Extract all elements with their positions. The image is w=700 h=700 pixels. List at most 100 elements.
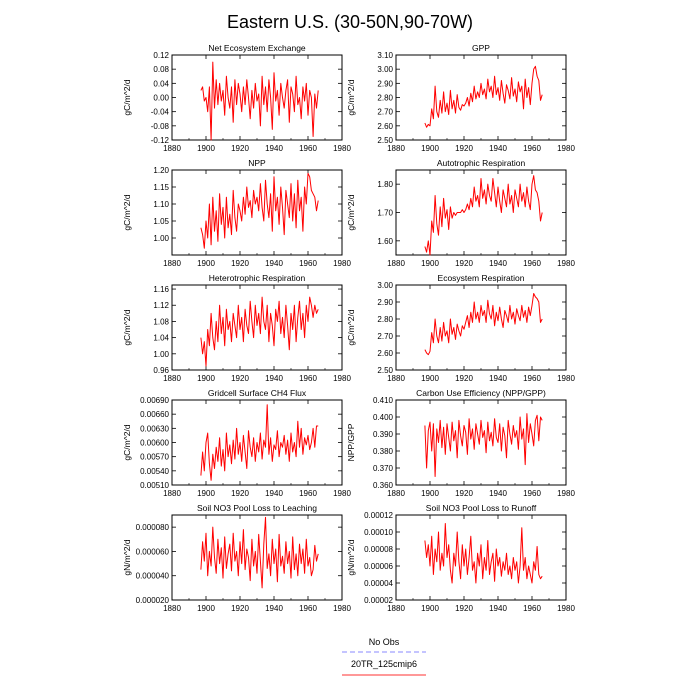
y-tick-label: 1.70 <box>377 209 393 218</box>
x-tick-label: 1900 <box>197 489 215 498</box>
x-tick-label: 1920 <box>455 144 473 153</box>
y-axis-label: gC/m^2/d <box>122 79 132 115</box>
y-tick-label: 0.00690 <box>140 396 169 405</box>
y-tick-label: 0.08 <box>153 65 169 74</box>
x-tick-label: 1980 <box>557 374 575 383</box>
y-tick-label: 2.50 <box>377 136 393 145</box>
y-tick-label: 0.12 <box>153 51 169 60</box>
x-tick-label: 1980 <box>333 374 351 383</box>
y-tick-label: -0.12 <box>151 136 170 145</box>
legend-entry-label: No Obs <box>369 637 400 647</box>
x-tick-label: 1880 <box>163 604 181 613</box>
y-tick-label: 3.10 <box>377 51 393 60</box>
y-tick-label: 0.00004 <box>364 579 393 588</box>
y-tick-label: 2.70 <box>377 108 393 117</box>
series-line <box>200 296 319 367</box>
x-tick-label: 1980 <box>333 489 351 498</box>
x-tick-label: 1900 <box>421 604 439 613</box>
legend-entry-label: 20TR_125cmip6 <box>351 659 417 669</box>
panels: Net Ecosystem Exchange 1880 1900 1920 1940 19… <box>122 43 575 613</box>
panel-title: Gridcell Surface CH4 Flux <box>208 388 307 398</box>
y-tick-label: 2.70 <box>377 332 393 341</box>
x-tick-label: 1960 <box>299 374 317 383</box>
y-tick-label: 0.000020 <box>136 596 170 605</box>
y-axis-label: gC/m^2/d <box>346 79 356 115</box>
y-tick-label: 0.390 <box>373 430 394 439</box>
series-line <box>424 175 543 256</box>
x-tick-label: 1940 <box>489 144 507 153</box>
x-tick-label: 1940 <box>489 374 507 383</box>
x-tick-label: 1880 <box>163 259 181 268</box>
x-tick-label: 1940 <box>489 489 507 498</box>
y-tick-label: 0.00540 <box>140 467 169 476</box>
y-tick-label: 0.00660 <box>140 410 169 419</box>
x-tick-label: 1880 <box>387 604 405 613</box>
y-tick-label: 1.00 <box>153 350 169 359</box>
y-tick-label: 1.04 <box>153 334 169 343</box>
y-tick-label: 0.000080 <box>136 523 170 532</box>
x-tick-label: 1920 <box>231 604 249 613</box>
y-tick-label: -0.04 <box>151 108 170 117</box>
legend: No Obs 20TR_125cmip6 <box>342 637 426 676</box>
y-tick-label: 1.20 <box>153 166 169 175</box>
x-tick-label: 1900 <box>197 144 215 153</box>
panel-title: Autotrophic Respiration <box>437 158 526 168</box>
panel-title: NPP <box>248 158 266 168</box>
x-tick-label: 1960 <box>299 489 317 498</box>
series-line <box>424 65 543 128</box>
y-tick-label: 2.80 <box>377 94 393 103</box>
y-tick-label: 0.400 <box>373 413 394 422</box>
chart-panel: Ecosystem Respiration 1880 1900 1920 1940 196… <box>346 273 575 383</box>
x-tick-label: 1880 <box>387 374 405 383</box>
y-tick-label: 0.00 <box>153 94 169 103</box>
chart-panel: Gridcell Surface CH4 Flux 1880 1900 1920 194… <box>122 388 351 498</box>
x-tick-label: 1980 <box>557 259 575 268</box>
y-tick-label: 1.16 <box>153 285 169 294</box>
y-tick-label: 0.00010 <box>364 528 393 537</box>
y-tick-label: 0.00630 <box>140 424 169 433</box>
x-tick-label: 1920 <box>455 374 473 383</box>
y-tick-label: 2.90 <box>377 79 393 88</box>
x-tick-label: 1920 <box>231 144 249 153</box>
x-tick-label: 1960 <box>523 144 541 153</box>
x-tick-label: 1960 <box>299 604 317 613</box>
series-line <box>424 523 543 584</box>
series-line <box>424 413 543 477</box>
y-tick-label: 0.00008 <box>364 545 393 554</box>
y-tick-label: 2.50 <box>377 366 393 375</box>
series-line <box>424 293 543 356</box>
y-tick-label: 1.12 <box>153 301 169 310</box>
chart-panel: NPP 1880 1900 1920 1940 1960 1980 1.00 1.05 1.10 1… <box>122 158 351 268</box>
x-tick-label: 1940 <box>489 604 507 613</box>
y-tick-label: 0.00570 <box>140 453 169 462</box>
y-tick-label: 0.04 <box>153 79 169 88</box>
plot-frame <box>395 399 567 486</box>
x-tick-label: 1900 <box>421 144 439 153</box>
x-tick-label: 1940 <box>265 489 283 498</box>
y-tick-label: 3.00 <box>377 281 393 290</box>
y-tick-label: 1.10 <box>153 200 169 209</box>
series-line <box>200 61 319 141</box>
x-tick-label: 1920 <box>231 259 249 268</box>
y-axis-label: gC/m^2/d <box>122 194 132 230</box>
y-tick-label: 0.00002 <box>364 596 393 605</box>
x-tick-label: 1980 <box>333 604 351 613</box>
y-tick-label: -0.08 <box>151 122 170 131</box>
x-tick-label: 1940 <box>265 259 283 268</box>
x-tick-label: 1980 <box>333 144 351 153</box>
x-tick-label: 1920 <box>231 374 249 383</box>
y-axis-label: gN/m^2/d <box>122 539 132 575</box>
chart-panel: Autotrophic Respiration 1880 1900 1920 1940 1… <box>346 158 575 268</box>
y-tick-label: 0.410 <box>373 396 394 405</box>
y-axis-label: gN/m^2/d <box>346 539 356 575</box>
y-axis-label: gC/m^2/d <box>346 194 356 230</box>
series-line <box>200 404 319 481</box>
x-tick-label: 1900 <box>421 374 439 383</box>
plot-frame <box>395 284 567 371</box>
plot-frame <box>395 514 567 601</box>
x-tick-label: 1900 <box>421 489 439 498</box>
x-tick-label: 1900 <box>197 374 215 383</box>
x-tick-label: 1880 <box>387 144 405 153</box>
series-line <box>200 172 319 249</box>
y-tick-label: 2.80 <box>377 315 393 324</box>
